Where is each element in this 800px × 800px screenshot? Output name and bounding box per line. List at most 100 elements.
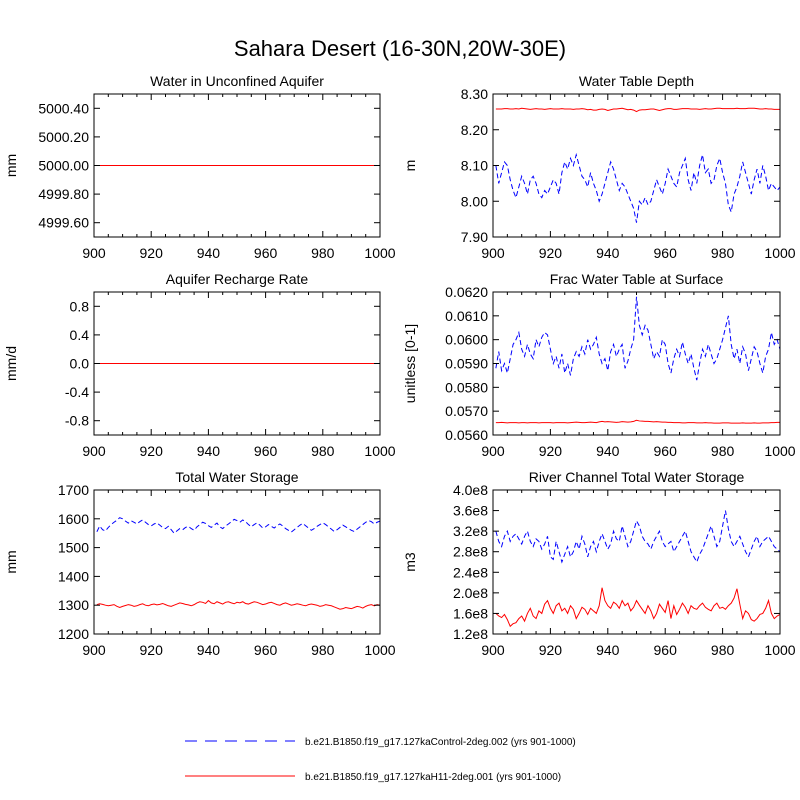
y-tick-label: 0.0: [70, 356, 90, 372]
y-tick-label: 4999.60: [38, 215, 89, 231]
legend-control-label: b.e21.B1850.f19_g17.127kaControl-2deg.00…: [305, 737, 576, 748]
x-tick-label: 1000: [764, 245, 795, 261]
series-h11-line: [495, 419, 780, 424]
y-tick-label: 0.8: [70, 298, 90, 314]
y-tick-label: 2.8e8: [453, 544, 488, 560]
legend: b.e21.B1850.f19_g17.127kaControl-2deg.00…: [185, 737, 576, 783]
series-control-line: [495, 152, 780, 223]
x-tick-label: 980: [711, 245, 735, 261]
y-tick-label: 5000.20: [38, 129, 89, 145]
y-tick-label: 1500: [58, 540, 89, 556]
panel-6: River Channel Total Water Storage m3 900 92…: [402, 469, 796, 658]
x-tick-label: 1000: [764, 443, 795, 459]
y-axis-label: m: [402, 160, 418, 172]
y-tick-label: -0.8: [65, 413, 89, 429]
y-tick-label: 0.0570: [445, 403, 488, 419]
series-h11-line: [495, 107, 780, 113]
x-tick-label: 900: [481, 642, 505, 658]
y-tick-label: 0.0620: [445, 284, 488, 300]
x-tick-label: 940: [596, 642, 620, 658]
figure-title: Sahara Desert (16-30N,20W-30E): [234, 36, 566, 61]
x-tick-label: 920: [140, 642, 164, 658]
y-axis-label: unitless [0-1]: [402, 324, 418, 403]
y-tick-label: 0.0600: [445, 332, 488, 348]
x-tick-label: 1000: [364, 443, 395, 459]
x-tick-label: 900: [481, 245, 505, 261]
y-axis-label: m3: [402, 552, 418, 572]
y-tick-label: 0.0590: [445, 356, 488, 372]
y-tick-label: -0.4: [65, 384, 89, 400]
x-tick-label: 980: [711, 443, 735, 459]
legend-h11-label: b.e21.B1850.f19_g17.127kaH11-2deg.001 (y…: [305, 772, 561, 783]
panel-title: Aquifer Recharge Rate: [166, 271, 309, 287]
y-axis-label: mm: [3, 154, 19, 177]
plot-frame: [93, 291, 381, 436]
y-axis-label: mm/d: [3, 346, 19, 381]
y-tick-label: 0.0580: [445, 379, 488, 395]
y-tick-label: 3.6e8: [453, 503, 488, 519]
x-tick-label: 920: [140, 245, 164, 261]
x-tick-label: 940: [596, 443, 620, 459]
series-control-line: [495, 296, 780, 381]
x-tick-label: 940: [596, 245, 620, 261]
x-tick-label: 920: [539, 443, 563, 459]
y-tick-label: 4.0e8: [453, 482, 488, 498]
x-tick-label: 960: [254, 443, 278, 459]
y-tick-label: 1700: [58, 482, 89, 498]
y-tick-label: 8.20: [461, 122, 488, 138]
x-tick-label: 920: [539, 245, 563, 261]
y-tick-label: 5000.00: [38, 158, 89, 174]
y-tick-label: 8.00: [461, 193, 488, 209]
x-tick-label: 940: [197, 642, 221, 658]
panel-1: Water in Unconfined Aquifer mm 900 920 940 96…: [3, 73, 396, 261]
plot-frame: [93, 489, 381, 635]
x-tick-label: 920: [539, 642, 563, 658]
x-tick-label: 960: [654, 245, 678, 261]
panel-5: Total Water Storage mm 900 920 940 960 980 1000…: [3, 469, 396, 658]
y-tick-label: 1400: [58, 568, 89, 584]
panels: Water in Unconfined Aquifer mm 900 920 940 96…: [3, 73, 796, 658]
panel-3: Aquifer Recharge Rate mm/d 900 920 940 960 980…: [3, 271, 396, 459]
plot-frame: [492, 291, 781, 436]
plot-frame: [492, 489, 781, 635]
x-tick-label: 960: [254, 245, 278, 261]
x-tick-label: 980: [311, 443, 335, 459]
panel-title: Frac Water Table at Surface: [550, 271, 724, 287]
panel-4: Frac Water Table at Surface unitless [0-1…: [402, 271, 796, 459]
panel-2: Water Table Depth m 900 920 940 960 980 1000 7.9…: [402, 73, 796, 261]
y-tick-label: 8.10: [461, 158, 488, 174]
x-tick-label: 980: [311, 245, 335, 261]
y-tick-label: 1.6e8: [453, 605, 488, 621]
y-tick-label: 0.0610: [445, 308, 488, 324]
x-tick-label: 980: [711, 642, 735, 658]
panel-title: River Channel Total Water Storage: [529, 469, 745, 485]
y-tick-label: 1.2e8: [453, 626, 488, 642]
y-axis-label: mm: [3, 550, 19, 573]
x-tick-label: 960: [654, 642, 678, 658]
y-tick-label: 5000.40: [38, 100, 89, 116]
y-tick-label: 0.0560: [445, 427, 488, 443]
y-tick-label: 2.0e8: [453, 585, 488, 601]
x-tick-label: 1000: [364, 245, 395, 261]
y-tick-label: 1300: [58, 597, 89, 613]
y-tick-label: 0.4: [70, 327, 90, 343]
y-tick-label: 7.90: [461, 229, 488, 245]
series-control-line: [96, 517, 380, 534]
panel-title: Total Water Storage: [175, 469, 298, 485]
x-tick-label: 940: [197, 245, 221, 261]
x-tick-label: 900: [82, 245, 106, 261]
y-tick-label: 1200: [58, 626, 89, 642]
y-tick-label: 4999.80: [38, 186, 89, 202]
x-tick-label: 980: [311, 642, 335, 658]
series-control-line: [495, 510, 780, 564]
y-tick-label: 8.30: [461, 86, 488, 102]
plot-frame: [93, 93, 381, 238]
x-tick-label: 1000: [364, 642, 395, 658]
panel-title: Water Table Depth: [579, 73, 694, 89]
x-tick-label: 960: [254, 642, 278, 658]
y-tick-label: 2.4e8: [453, 564, 488, 580]
x-tick-label: 920: [140, 443, 164, 459]
series-h11-line: [495, 587, 780, 628]
panel-title: Water in Unconfined Aquifer: [150, 73, 324, 89]
